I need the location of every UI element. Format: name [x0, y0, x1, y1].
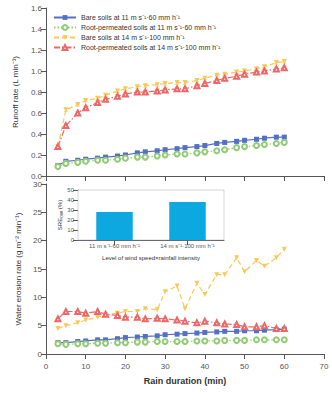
svg-text:15: 15: [33, 265, 42, 274]
svg-text:40: 40: [67, 197, 74, 203]
svg-text:0.4: 0.4: [31, 130, 43, 139]
svg-text:40: 40: [200, 362, 209, 371]
svg-text:50: 50: [240, 362, 249, 371]
svg-text:1.0: 1.0: [31, 67, 43, 76]
svg-text:Level of wind speed×rainfall i: Level of wind speed×rainfall intensity: [102, 255, 200, 261]
svg-text:30: 30: [33, 180, 42, 189]
svg-text:Bare soils at 11 m s⁻¹·60 mm h: Bare soils at 11 m s⁻¹·60 mm h⁻¹: [81, 14, 181, 21]
svg-text:60: 60: [280, 362, 289, 371]
svg-text:Root-permeated soils at 11 m s: Root-permeated soils at 11 m s⁻¹·60 mm h…: [81, 24, 217, 32]
svg-text:25: 25: [33, 208, 42, 217]
svg-text:14 m s⁻¹·100 mm h⁻¹: 14 m s⁻¹·100 mm h⁻¹: [160, 243, 215, 249]
svg-text:10: 10: [67, 227, 74, 233]
svg-text:0: 0: [38, 350, 43, 359]
svg-text:0.2: 0.2: [31, 151, 43, 160]
svg-text:0: 0: [71, 237, 75, 243]
svg-text:Rain duration (min): Rain duration (min): [144, 376, 227, 386]
svg-text:10: 10: [33, 293, 42, 302]
svg-text:20: 20: [33, 236, 42, 245]
svg-text:5: 5: [38, 321, 43, 330]
svg-text:50: 50: [67, 187, 74, 193]
svg-text:1.2: 1.2: [31, 46, 43, 55]
svg-text:70: 70: [320, 362, 329, 371]
svg-text:0.8: 0.8: [31, 88, 43, 97]
svg-text:11 m s⁻¹·60 mm h⁻¹: 11 m s⁻¹·60 mm h⁻¹: [89, 243, 140, 249]
svg-text:SRE₀₀ₜₜ (%): SRE₀₀ₜₜ (%): [57, 200, 63, 230]
svg-text:1.6: 1.6: [31, 4, 43, 13]
svg-text:10: 10: [81, 362, 90, 371]
svg-text:Runoff rate (L min⁻¹): Runoff rate (L min⁻¹): [11, 56, 20, 128]
svg-text:30: 30: [67, 207, 74, 213]
svg-text:1.4: 1.4: [31, 25, 43, 34]
svg-text:Bare soils at 14 m s⁻¹·100 mm: Bare soils at 14 m s⁻¹·100 mm h⁻¹: [81, 34, 185, 41]
svg-text:0: 0: [44, 362, 49, 371]
svg-text:0.6: 0.6: [31, 109, 43, 118]
svg-text:0.0: 0.0: [30, 171, 42, 181]
svg-text:Water erosion rate (g m⁻² min⁻: Water erosion rate (g m⁻² min⁻¹): [14, 212, 23, 325]
svg-text:20: 20: [67, 217, 74, 223]
svg-text:20: 20: [121, 362, 130, 371]
svg-text:Root-permeated soils at 14 m s: Root-permeated soils at 14 m s⁻¹·100 mm …: [81, 44, 221, 52]
svg-text:30: 30: [161, 362, 170, 371]
